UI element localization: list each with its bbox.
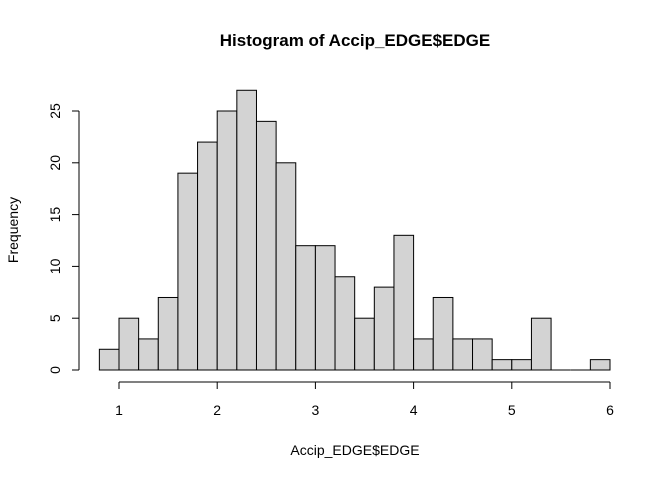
x-axis-label: Accip_EDGE$EDGE — [290, 442, 419, 458]
histogram-bar — [314, 245, 336, 371]
histogram-bar — [432, 296, 454, 371]
x-tick-label: 4 — [410, 402, 418, 418]
histogram-bar — [393, 234, 415, 371]
histogram-bar — [157, 296, 179, 371]
x-tick-label: 5 — [508, 402, 516, 418]
y-tick-label: 20 — [47, 155, 63, 171]
y-axis: 0 5 10 15 20 25 — [47, 103, 80, 374]
histogram-bar — [491, 359, 513, 371]
histogram-bar — [530, 317, 552, 371]
histogram-bar — [413, 338, 434, 371]
histogram-bar — [197, 141, 218, 371]
x-axis: 1 2 3 4 5 6 — [115, 381, 614, 418]
bars-group — [98, 89, 611, 371]
histogram-bar — [118, 317, 140, 371]
histogram-bar — [511, 359, 532, 371]
y-tick-label: 5 — [47, 314, 63, 322]
x-tick-label: 1 — [115, 402, 123, 418]
histogram-bar — [295, 245, 316, 371]
x-tick-label: 6 — [606, 402, 614, 418]
histogram-bar — [177, 172, 199, 371]
histogram-bar — [452, 338, 474, 371]
histogram-bar — [236, 89, 257, 371]
x-tick-label: 3 — [312, 402, 320, 418]
x-tick-label: 2 — [213, 402, 221, 418]
y-tick-label: 10 — [47, 258, 63, 274]
histogram-bar — [255, 120, 277, 371]
histogram-bar — [98, 348, 120, 371]
chart-title: Histogram of Accip_EDGE$EDGE — [220, 31, 491, 50]
histogram-bar — [275, 162, 297, 371]
y-axis-label: Frequency — [5, 197, 21, 263]
histogram-bar — [589, 359, 611, 371]
histogram-bar — [334, 276, 356, 371]
y-tick-label: 25 — [47, 103, 63, 119]
histogram-bar — [216, 110, 238, 371]
histogram-bar — [138, 338, 159, 371]
y-tick-label: 0 — [47, 366, 63, 374]
histogram-bar — [472, 338, 493, 371]
y-tick-label: 15 — [47, 207, 63, 223]
histogram-bar — [373, 286, 395, 371]
histogram-bar — [354, 317, 375, 371]
